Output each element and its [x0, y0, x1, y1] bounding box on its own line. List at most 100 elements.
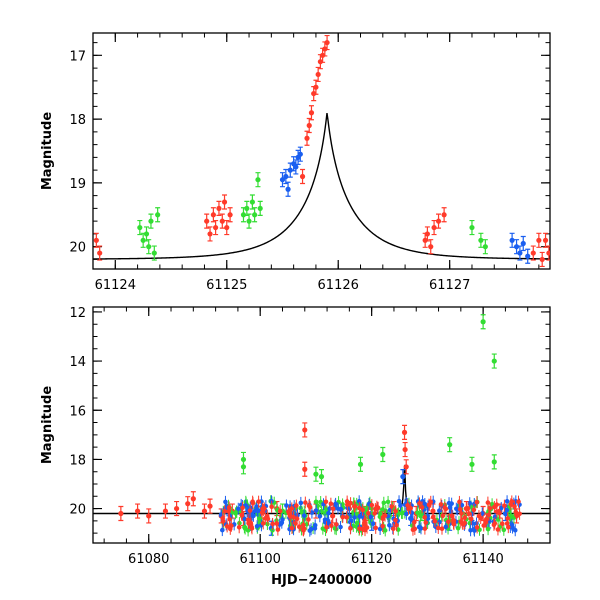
data-point-red: [227, 207, 233, 223]
top-panel: 61124 61125 61126 61127 17 18 19 20 Magnitude: [40, 32, 551, 293]
data-point-blue: [400, 469, 406, 485]
x-tick-label: 61127: [429, 278, 470, 293]
data-point-red: [536, 232, 542, 248]
data-point-blue: [520, 235, 526, 252]
data-point-red: [221, 194, 228, 210]
data-point-red: [224, 219, 230, 236]
data-point-green: [257, 200, 263, 217]
data-point-green: [491, 353, 497, 369]
data-point-green: [246, 213, 252, 229]
data-point-red: [322, 41, 328, 57]
data-point-blue: [285, 181, 291, 197]
data-point-green: [240, 459, 247, 475]
data-point-red: [134, 503, 141, 519]
data-point-red: [201, 503, 208, 519]
data-point-green: [313, 466, 319, 482]
data-point-red: [402, 441, 408, 458]
data-point-red: [306, 117, 312, 134]
x-tick-label: 61124: [95, 278, 136, 293]
data-point-red: [302, 461, 308, 477]
data-point-red: [428, 239, 434, 255]
data-point-blue: [509, 232, 515, 248]
data-point-red: [435, 213, 442, 229]
data-point-green: [151, 245, 157, 261]
data-point-red: [546, 245, 550, 261]
y-tick-label: 18: [69, 453, 86, 468]
data-point-green: [148, 213, 154, 229]
data-point-red: [304, 130, 310, 146]
x-tick-label: 61125: [206, 278, 247, 293]
data-point-red: [185, 496, 191, 512]
data-point-green: [380, 446, 386, 463]
data-point-red: [431, 219, 437, 236]
data-point-blue: [279, 172, 286, 188]
data-point-green: [140, 232, 146, 248]
data-point-red: [97, 245, 103, 261]
data-point-green: [357, 456, 364, 472]
y-tick-label: 19: [69, 177, 86, 192]
data-point-red: [403, 459, 409, 475]
data-point-red: [207, 226, 213, 242]
data-point-red: [308, 105, 315, 121]
plot-frame: [92, 306, 551, 544]
data-point-green: [255, 172, 261, 188]
data-point-red: [401, 424, 408, 440]
data-point-blue: [525, 248, 531, 264]
plot-frame: [92, 32, 551, 270]
x-tick-label: 61126: [318, 278, 359, 293]
data-point-red: [539, 251, 545, 268]
data-point-red: [441, 207, 447, 223]
data-point-green: [137, 219, 143, 236]
data-point-green: [480, 314, 486, 330]
data-point-green: [491, 454, 497, 470]
data-point-red: [302, 422, 308, 438]
y-tick-label: 20: [69, 503, 86, 518]
y-tick-label: 14: [69, 355, 86, 370]
y-tick-label: 18: [69, 113, 86, 128]
x-tick-label: 61100: [240, 552, 281, 567]
data-point-green: [447, 437, 453, 453]
dense-data-band: [218, 495, 522, 537]
data-point-red: [118, 505, 124, 522]
data-point-red: [213, 219, 219, 236]
data-point-red: [93, 232, 99, 248]
data-point-red: [190, 491, 196, 507]
x-tick-label: 61140: [462, 552, 503, 567]
data-point-red: [530, 245, 536, 261]
data-point-red: [219, 213, 225, 229]
data-point-green: [252, 207, 258, 223]
data-point-red: [146, 508, 152, 524]
data-point-blue: [297, 146, 303, 162]
data-point-green: [146, 239, 152, 255]
data-point-blue: [517, 245, 523, 261]
data-point-green: [469, 456, 475, 472]
data-point-green: [155, 207, 161, 223]
y-tick-label: 16: [69, 404, 86, 419]
y-axis-title: Magnitude: [40, 386, 55, 465]
data-point-red: [173, 500, 180, 517]
data-point-red: [207, 498, 213, 514]
y-tick-label: 20: [69, 241, 86, 256]
data-point-red: [204, 213, 210, 229]
data-point-green: [318, 469, 325, 485]
data-point-red: [542, 232, 549, 248]
data-point-green: [249, 194, 255, 210]
y-axis-title: Magnitude: [40, 112, 55, 191]
data-point-green: [478, 232, 484, 248]
y-tick-label: 17: [69, 49, 86, 64]
data-point-red: [324, 34, 330, 51]
data-point-red: [299, 168, 306, 185]
data-point-red: [424, 226, 430, 242]
bottom-panel: 61080 61100 61120 61140 12 14 16 18 20 Magnitude H…: [40, 306, 551, 588]
data-point-red: [162, 503, 169, 519]
x-axis-title: HJD−2400000: [271, 573, 372, 588]
model-curve: [93, 112, 550, 260]
data-point-red: [216, 200, 222, 217]
data-point-green: [469, 219, 475, 236]
y-tick-label: 12: [69, 306, 86, 321]
x-tick-label: 61120: [351, 552, 392, 567]
data-point-red: [210, 207, 216, 223]
x-tick-label: 61080: [128, 552, 169, 567]
data-point-green: [244, 200, 250, 217]
